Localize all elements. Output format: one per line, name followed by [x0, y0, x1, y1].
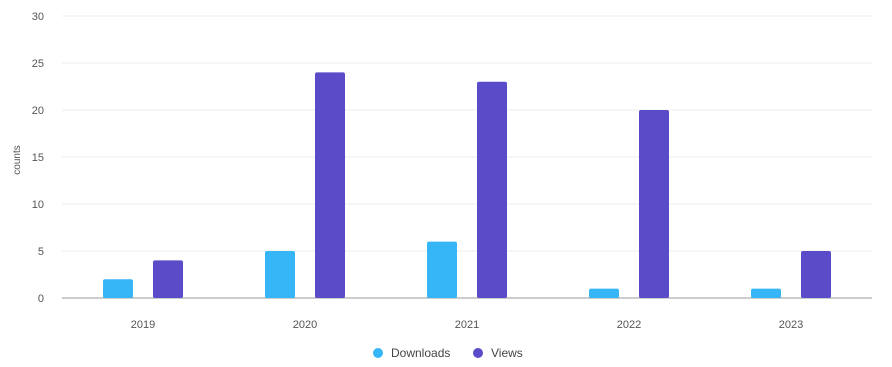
legend-item-downloads[interactable]: Downloads	[373, 346, 450, 360]
legend-label: Views	[491, 346, 523, 360]
y-tick-label: 5	[38, 246, 44, 258]
bar-views-2019[interactable]	[153, 260, 183, 298]
x-axis-ticks: 2019 2020 2021 2022 2023	[131, 319, 803, 331]
legend-swatch	[473, 348, 483, 358]
x-tick-label: 2021	[455, 319, 479, 331]
y-tick-label: 20	[32, 105, 44, 117]
y-tick-label: 0	[38, 293, 44, 305]
bar-views-2023[interactable]	[801, 251, 831, 298]
bar-views-2021[interactable]	[477, 81, 507, 298]
legend-swatch	[373, 348, 383, 358]
bar-downloads-2021[interactable]	[427, 241, 457, 298]
y-tick-label: 25	[32, 58, 44, 70]
bar-downloads-2020[interactable]	[265, 251, 295, 298]
bar-downloads-2022[interactable]	[589, 288, 619, 298]
gridlines	[62, 15, 872, 299]
bars	[103, 72, 831, 299]
y-tick-label: 10	[32, 199, 44, 211]
bar-views-2020[interactable]	[315, 72, 345, 299]
legend-label: Downloads	[391, 346, 450, 360]
x-tick-label: 2020	[293, 319, 317, 331]
y-axis-ticks: 0 5 10 15 20 25 30	[32, 11, 44, 305]
bar-downloads-2019[interactable]	[103, 279, 133, 298]
y-tick-label: 30	[32, 11, 44, 23]
bar-views-2022[interactable]	[639, 110, 669, 298]
bar-downloads-2023[interactable]	[751, 288, 781, 298]
legend-item-views[interactable]: Views	[473, 346, 523, 360]
x-tick-label: 2023	[779, 319, 803, 331]
y-axis-title: counts	[12, 145, 23, 174]
legend[interactable]: Downloads Views	[373, 346, 523, 360]
x-tick-label: 2019	[131, 319, 155, 331]
y-tick-label: 15	[32, 152, 44, 164]
x-tick-label: 2022	[617, 319, 641, 331]
